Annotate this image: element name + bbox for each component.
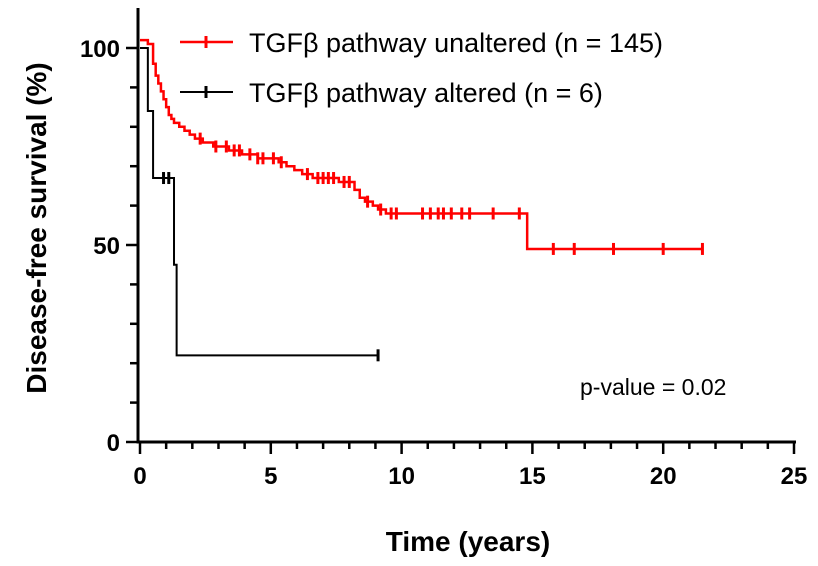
- legend-label-unaltered: TGFβ pathway unaltered (n = 145): [249, 28, 663, 58]
- legend-item-unaltered: TGFβ pathway unaltered (n = 145): [180, 28, 663, 58]
- legend: TGFβ pathway unaltered (n = 145) TGFβ pa…: [180, 28, 663, 108]
- p-value-annotation: p-value = 0.02: [580, 374, 726, 400]
- y-tick-label: 0: [107, 430, 120, 457]
- x-tick-label: 10: [388, 463, 415, 490]
- y-tick-label: 100: [80, 36, 120, 63]
- legend-label-altered: TGFβ pathway altered (n = 6): [249, 78, 603, 108]
- x-tick-label: 5: [264, 463, 277, 490]
- x-axis-title: Time (years): [386, 526, 550, 557]
- legend-item-altered: TGFβ pathway altered (n = 6): [180, 78, 603, 108]
- x-tick-label: 20: [650, 463, 677, 490]
- y-tick-label: 50: [93, 233, 120, 260]
- y-axis-title: Disease-free survival (%): [21, 62, 52, 394]
- survival-curve-unaltered: [140, 38, 703, 251]
- x-tick-label: 0: [133, 463, 146, 490]
- x-tick-label: 25: [781, 463, 808, 490]
- x-tick-label: 15: [519, 463, 546, 490]
